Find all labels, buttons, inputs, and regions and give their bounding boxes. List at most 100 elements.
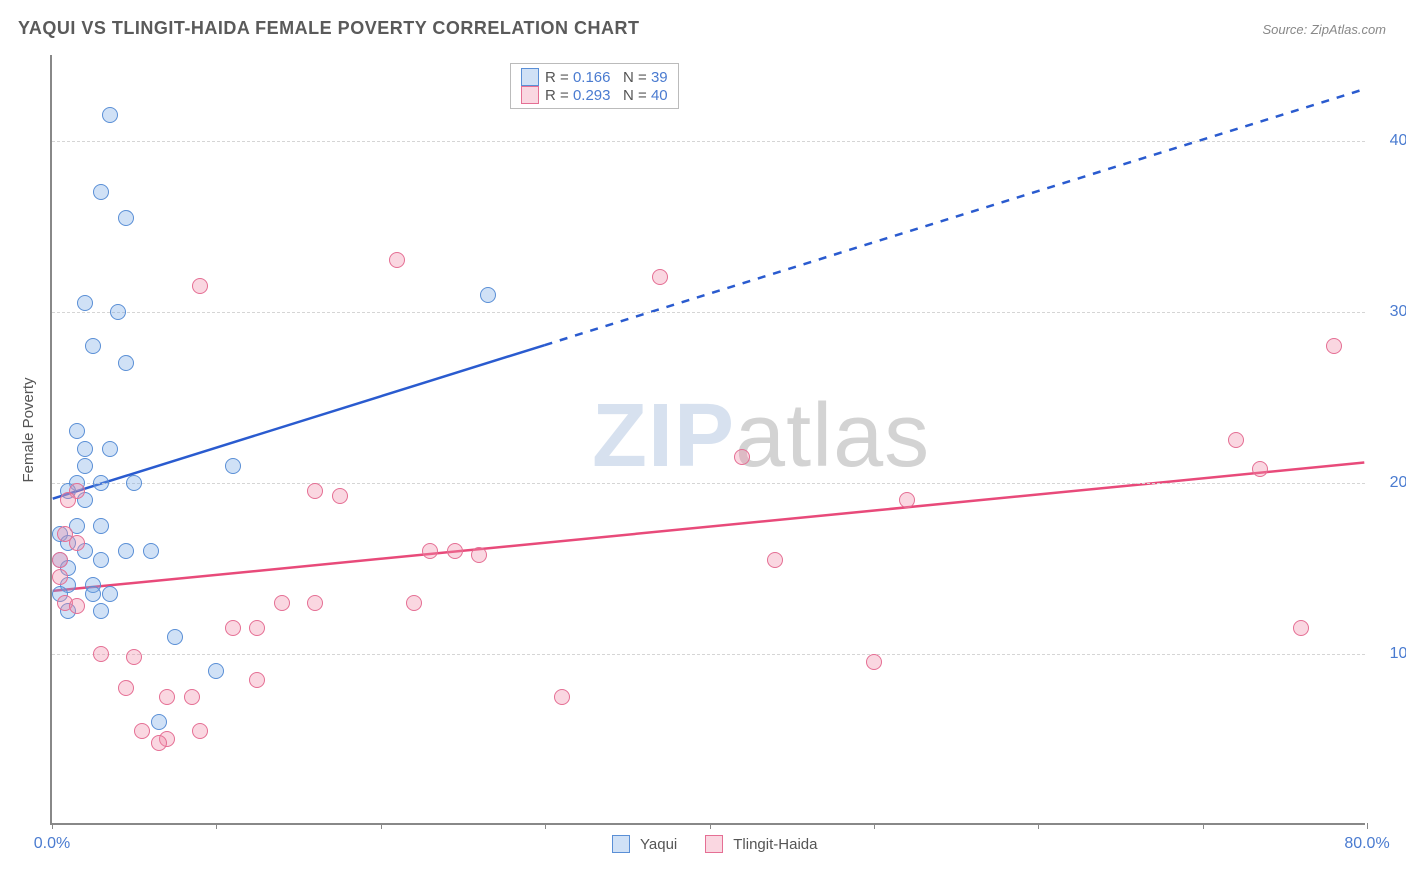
data-point (85, 586, 101, 602)
data-point (93, 603, 109, 619)
gridline (52, 483, 1365, 484)
data-point (1326, 338, 1342, 354)
data-point (1293, 620, 1309, 636)
data-point (134, 723, 150, 739)
data-point (192, 278, 208, 294)
data-point (274, 595, 290, 611)
data-point (93, 518, 109, 534)
stats-legend: R = 0.166 N = 39R = 0.293 N = 40 (510, 63, 679, 109)
data-point (69, 598, 85, 614)
data-point (93, 475, 109, 491)
data-point (102, 441, 118, 457)
data-point (447, 543, 463, 559)
data-point (307, 483, 323, 499)
gridline (52, 312, 1365, 313)
data-point (192, 723, 208, 739)
data-point (225, 458, 241, 474)
data-point (151, 714, 167, 730)
legend-series-name: Yaqui (640, 836, 677, 853)
data-point (126, 649, 142, 665)
data-point (899, 492, 915, 508)
legend-series-name: Tlingit-Haida (733, 836, 817, 853)
data-point (52, 569, 68, 585)
data-point (69, 423, 85, 439)
xtick-label-end: 80.0% (1344, 835, 1389, 853)
data-point (480, 287, 496, 303)
data-point (93, 184, 109, 200)
data-point (734, 449, 750, 465)
data-point (422, 543, 438, 559)
xtick (216, 823, 217, 829)
data-point (184, 689, 200, 705)
data-point (249, 620, 265, 636)
data-point (77, 458, 93, 474)
legend-stat: R = 0.166 N = 39 (545, 69, 668, 86)
data-point (102, 586, 118, 602)
data-point (307, 595, 323, 611)
chart-title: YAQUI VS TLINGIT-HAIDA FEMALE POVERTY CO… (18, 18, 640, 39)
data-point (249, 672, 265, 688)
legend-swatch (612, 835, 630, 853)
plot-area: ZIPatlas 10.0%20.0%30.0%40.0%0.0%80.0%R … (50, 55, 1365, 825)
data-point (208, 663, 224, 679)
stats-legend-row: R = 0.166 N = 39 (521, 68, 668, 86)
xtick (1203, 823, 1204, 829)
chart-container: YAQUI VS TLINGIT-HAIDA FEMALE POVERTY CO… (0, 0, 1406, 892)
xtick (874, 823, 875, 829)
trendline-dashed (545, 89, 1365, 345)
data-point (52, 552, 68, 568)
data-point (143, 543, 159, 559)
ytick-label: 20.0% (1375, 474, 1406, 492)
data-point (151, 735, 167, 751)
gridline (52, 654, 1365, 655)
y-axis-label: Female Poverty (20, 377, 37, 482)
data-point (93, 552, 109, 568)
source-attribution: Source: ZipAtlas.com (1262, 22, 1386, 37)
data-point (77, 295, 93, 311)
xtick-label-start: 0.0% (34, 835, 70, 853)
legend-swatch (521, 68, 539, 86)
data-point (102, 107, 118, 123)
legend-swatch (705, 835, 723, 853)
data-point (93, 646, 109, 662)
data-point (77, 441, 93, 457)
series-legend: Yaqui Tlingit-Haida (612, 835, 835, 853)
data-point (118, 210, 134, 226)
xtick (381, 823, 382, 829)
data-point (767, 552, 783, 568)
stats-legend-row: R = 0.293 N = 40 (521, 86, 668, 104)
xtick (52, 823, 53, 829)
legend-stat: R = 0.293 N = 40 (545, 87, 668, 104)
xtick (1038, 823, 1039, 829)
data-point (332, 488, 348, 504)
data-point (85, 338, 101, 354)
ytick-label: 40.0% (1375, 132, 1406, 150)
data-point (389, 252, 405, 268)
data-point (866, 654, 882, 670)
data-point (118, 680, 134, 696)
data-point (652, 269, 668, 285)
xtick (710, 823, 711, 829)
data-point (159, 689, 175, 705)
xtick (545, 823, 546, 829)
data-point (118, 355, 134, 371)
data-point (60, 492, 76, 508)
data-point (69, 535, 85, 551)
data-point (554, 689, 570, 705)
data-point (110, 304, 126, 320)
data-point (118, 543, 134, 559)
xtick (1367, 823, 1368, 829)
data-point (167, 629, 183, 645)
gridline (52, 141, 1365, 142)
data-point (1228, 432, 1244, 448)
watermark: ZIPatlas (592, 385, 930, 488)
data-point (406, 595, 422, 611)
legend-swatch (521, 86, 539, 104)
trend-lines-layer (52, 55, 1365, 823)
data-point (1252, 461, 1268, 477)
data-point (126, 475, 142, 491)
ytick-label: 10.0% (1375, 645, 1406, 663)
data-point (225, 620, 241, 636)
ytick-label: 30.0% (1375, 303, 1406, 321)
data-point (471, 547, 487, 563)
